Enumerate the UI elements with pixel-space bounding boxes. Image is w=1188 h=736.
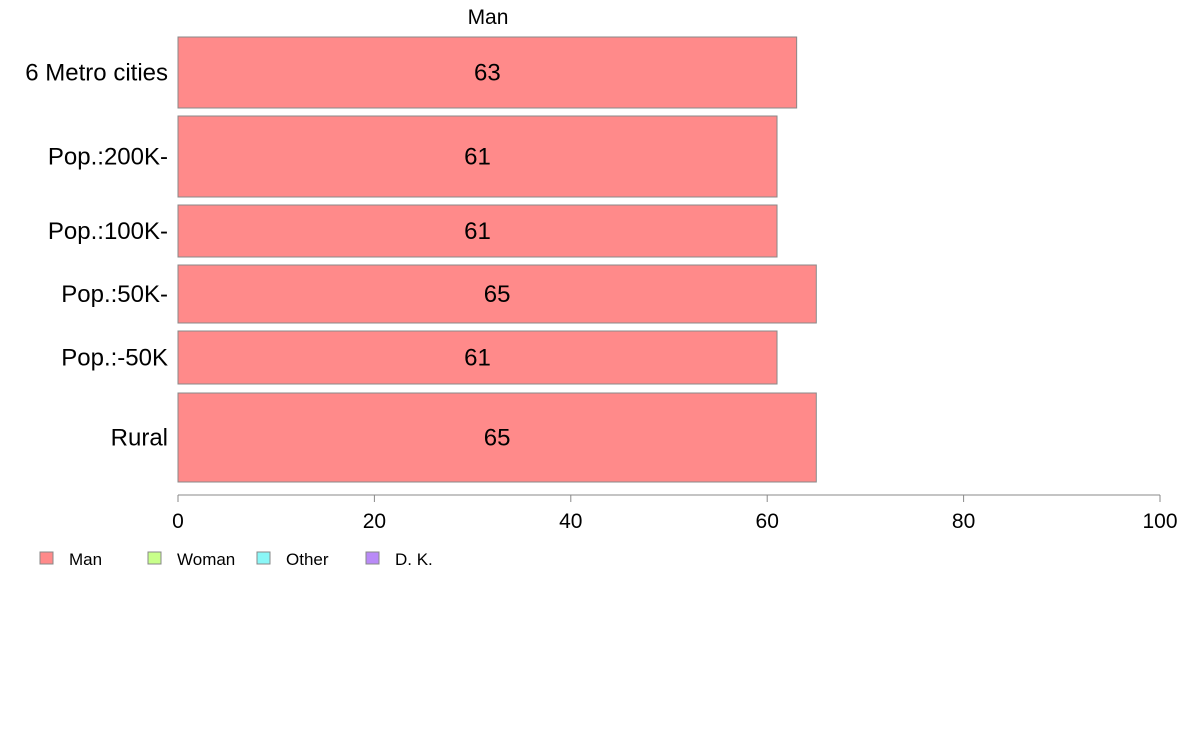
bar	[177, 392, 817, 483]
bar-value-label: 65	[484, 425, 511, 452]
legend-label: Man	[69, 550, 102, 569]
legend-swatch	[39, 551, 54, 565]
legend-swatch	[365, 551, 380, 565]
category-label: Pop.:50K-	[61, 281, 168, 308]
legend-label: D. K.	[395, 550, 433, 569]
bar	[177, 264, 817, 324]
x-tick-label: 0	[172, 510, 184, 533]
bar-value-label: 63	[474, 60, 501, 87]
legend-label: Woman	[177, 550, 235, 569]
x-tick-label: 60	[756, 510, 779, 533]
category-label: 6 Metro cities	[25, 60, 168, 87]
bar-value-label: 61	[464, 218, 491, 245]
category-label: Pop.:-50K	[61, 345, 168, 372]
x-tick-label: 40	[559, 510, 582, 533]
series-header-label: Man	[468, 6, 509, 29]
x-tick-label: 100	[1142, 510, 1177, 533]
bar	[177, 204, 778, 258]
legend-swatch	[147, 551, 162, 565]
x-axis: 0 20 40 60 80 100	[172, 494, 1178, 533]
category-labels-group: 6 Metro cities Pop.:200K- Pop.:100K- Pop.:5…	[25, 60, 168, 452]
bar	[177, 36, 798, 109]
category-label: Rural	[111, 425, 168, 452]
legend: Man Woman Other D. K.	[39, 550, 433, 569]
x-tick-label: 80	[952, 510, 975, 533]
bar-value-label: 61	[464, 144, 491, 171]
legend-swatch	[256, 551, 271, 565]
bar-value-label: 65	[484, 281, 511, 308]
legend-label: Other	[286, 550, 329, 569]
x-tick-label: 20	[363, 510, 386, 533]
bars-group: 63 61 61 65 61 65	[177, 36, 817, 483]
bar-value-label: 61	[464, 345, 491, 372]
category-label: Pop.:200K-	[48, 144, 168, 171]
bar	[177, 115, 778, 198]
category-label: Pop.:100K-	[48, 218, 168, 245]
bar	[177, 330, 778, 385]
